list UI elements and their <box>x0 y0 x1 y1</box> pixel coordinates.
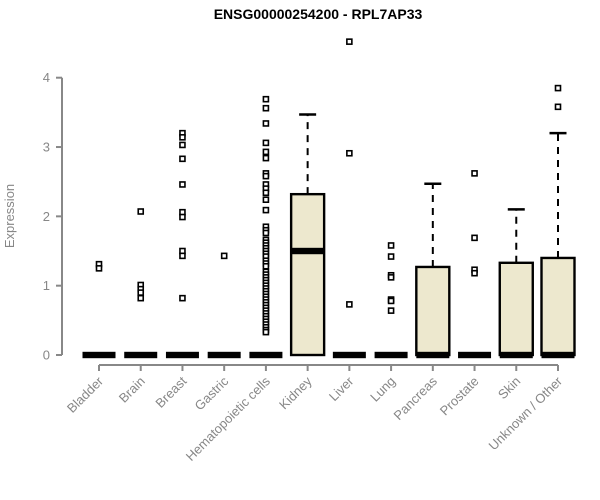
box <box>289 192 326 357</box>
outlier-marker <box>262 154 270 162</box>
outlier-marker <box>471 170 478 177</box>
y-tick-label: 1 <box>43 278 50 293</box>
outlier-marker <box>262 148 270 156</box>
outlier-marker <box>137 208 145 215</box>
outlier-marker <box>179 155 186 163</box>
median-line <box>416 351 450 359</box>
y-tick-label: 3 <box>43 140 50 155</box>
outlier-marker <box>95 265 103 272</box>
outlier-marker <box>262 206 270 214</box>
x-category-label: Pancreas <box>390 373 440 423</box>
median-line <box>499 351 533 359</box>
outlier-marker <box>220 252 228 260</box>
outlier-marker <box>554 84 562 92</box>
outlier-marker <box>179 294 186 302</box>
x-category-label: Gastric <box>192 373 232 413</box>
x-category-label: Breast <box>152 373 189 410</box>
y-tick-label: 2 <box>43 209 50 224</box>
outlier-marker <box>262 172 270 180</box>
outlier-marker <box>262 229 270 237</box>
chart-title: ENSG00000254200 - RPL7AP33 <box>214 6 423 22</box>
outlier-marker <box>262 328 270 336</box>
outlier-marker <box>387 297 395 305</box>
median-line <box>82 351 116 359</box>
box <box>540 256 576 357</box>
outlier-marker <box>179 181 186 188</box>
outlier-marker <box>262 262 270 270</box>
median-line <box>332 351 366 359</box>
outlier-marker <box>179 134 186 141</box>
y-tick-label: 4 <box>43 70 50 85</box>
x-category-label: Unknown / Other <box>486 373 566 453</box>
median-line <box>207 351 241 359</box>
outlier-marker <box>554 103 562 111</box>
box <box>415 265 451 357</box>
median-line <box>291 247 325 255</box>
outlier-marker <box>262 95 270 103</box>
outlier-marker <box>179 252 186 260</box>
outlier-marker <box>262 139 270 147</box>
outlier-marker <box>179 141 186 149</box>
median-line <box>249 351 283 359</box>
outlier-marker <box>471 234 478 242</box>
outlier-marker <box>471 269 478 277</box>
median-line <box>124 351 158 359</box>
outlier-marker <box>346 301 353 308</box>
outlier-marker <box>262 104 270 112</box>
outlier-marker <box>262 120 270 127</box>
outlier-marker <box>179 213 186 221</box>
outlier-marker <box>387 242 395 249</box>
y-axis-title: Expression <box>2 184 17 248</box>
x-category-label: Kidney <box>276 373 315 412</box>
x-category-label: Lung <box>367 374 398 405</box>
median-line <box>458 351 492 359</box>
y-tick-label: 0 <box>43 348 50 363</box>
outlier-marker <box>346 149 353 157</box>
box <box>498 261 534 357</box>
median-line <box>165 351 199 359</box>
x-category-label: Bladder <box>64 373 107 416</box>
outlier-marker <box>137 289 145 296</box>
outlier-marker <box>387 307 395 314</box>
x-category-label: Skin <box>495 374 523 402</box>
median-line <box>374 351 408 359</box>
outlier-marker <box>387 274 395 281</box>
median-line <box>541 351 575 359</box>
x-category-label: Prostate <box>437 374 482 419</box>
outlier-marker <box>346 38 353 45</box>
x-category-label: Liver <box>326 373 357 404</box>
outlier-marker <box>387 253 395 260</box>
x-category-label: Brain <box>116 374 148 406</box>
outlier-marker <box>262 196 270 204</box>
outlier-marker <box>262 189 270 197</box>
outlier-marker <box>137 294 145 302</box>
